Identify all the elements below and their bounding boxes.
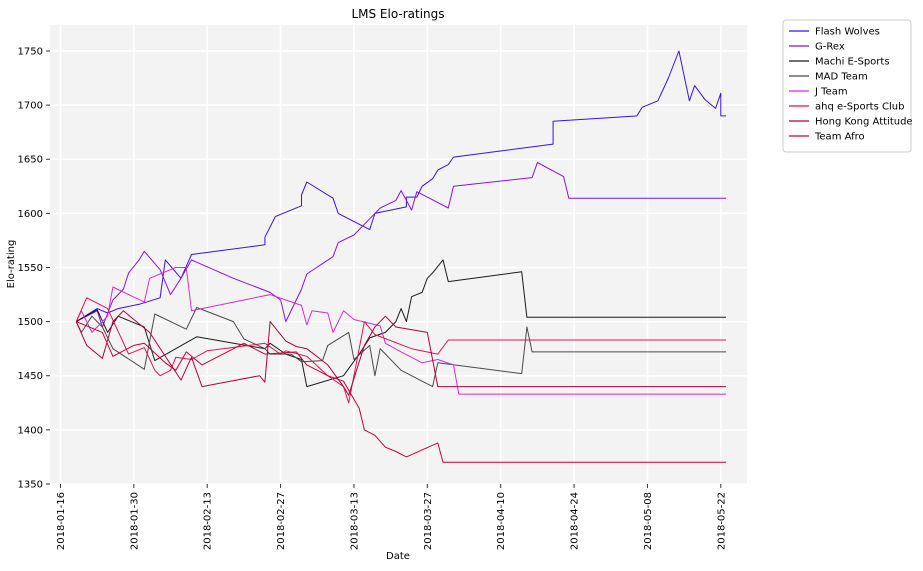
legend-label: Hong Kong Attitude	[815, 117, 913, 128]
y-tick-label: 1600	[18, 209, 43, 220]
series-line-2	[75, 162, 726, 328]
plot-background	[50, 25, 747, 484]
chart-title: LMS Elo-ratings	[351, 7, 444, 21]
legend-label: J Team	[814, 87, 848, 98]
legend-label: G-Rex	[815, 42, 845, 53]
y-tick-label: 1750	[18, 46, 43, 57]
legend-label: Machi E-Sports	[815, 57, 890, 68]
y-tick-label: 1400	[18, 425, 43, 436]
x-tick-label: 2018-05-22	[716, 492, 727, 550]
x-tick-label: 2018-04-10	[496, 492, 507, 550]
y-tick-label: 1650	[18, 155, 43, 166]
x-tick-label: 2018-02-13	[203, 492, 214, 550]
legend-box	[782, 19, 912, 153]
series-line-1	[75, 50, 726, 323]
y-tick-label: 1450	[18, 371, 43, 382]
x-tick-label: 2018-03-27	[423, 492, 434, 550]
y-tick-label: 1350	[18, 480, 43, 491]
x-tick-label: 2018-02-27	[276, 492, 287, 550]
y-tick-label: 1700	[18, 101, 43, 112]
y-axis-title: Elo-rating	[6, 240, 17, 289]
x-tick-label: 2018-01-30	[129, 492, 140, 550]
y-tick-label: 1500	[18, 317, 43, 328]
legend-label: ahq e-Sports Club	[815, 102, 904, 113]
series-line-5	[75, 267, 726, 395]
y-axis-ticks: 1350 1400 1450 1500 1550 1600 1650 1700 1750	[18, 46, 50, 491]
series-lines	[75, 50, 726, 463]
x-tick-label: 2018-05-08	[643, 492, 654, 550]
y-tick-label: 1550	[18, 263, 43, 274]
legend-label: Flash Wolves	[815, 27, 880, 38]
x-tick-label: 2018-04-24	[570, 492, 581, 550]
series-line-8	[76, 321, 726, 463]
series-line-6	[75, 297, 726, 404]
series-line-7	[75, 310, 726, 396]
legend: Flash Wolves G-Rex Machi E-Sports MAD Team J…	[782, 19, 913, 153]
x-tick-label: 2018-03-13	[349, 492, 360, 550]
x-tick-label: 2018-01-16	[56, 492, 67, 550]
x-axis-title: Date	[386, 551, 410, 562]
grid-lines	[50, 25, 747, 485]
series-line-4	[75, 307, 726, 388]
x-axis-ticks: 2018-01-16 2018-01-30 2018-02-13 2018-02-27…	[56, 484, 727, 550]
legend-label: Team Afro	[814, 132, 865, 143]
legend-label: MAD Team	[815, 72, 868, 83]
